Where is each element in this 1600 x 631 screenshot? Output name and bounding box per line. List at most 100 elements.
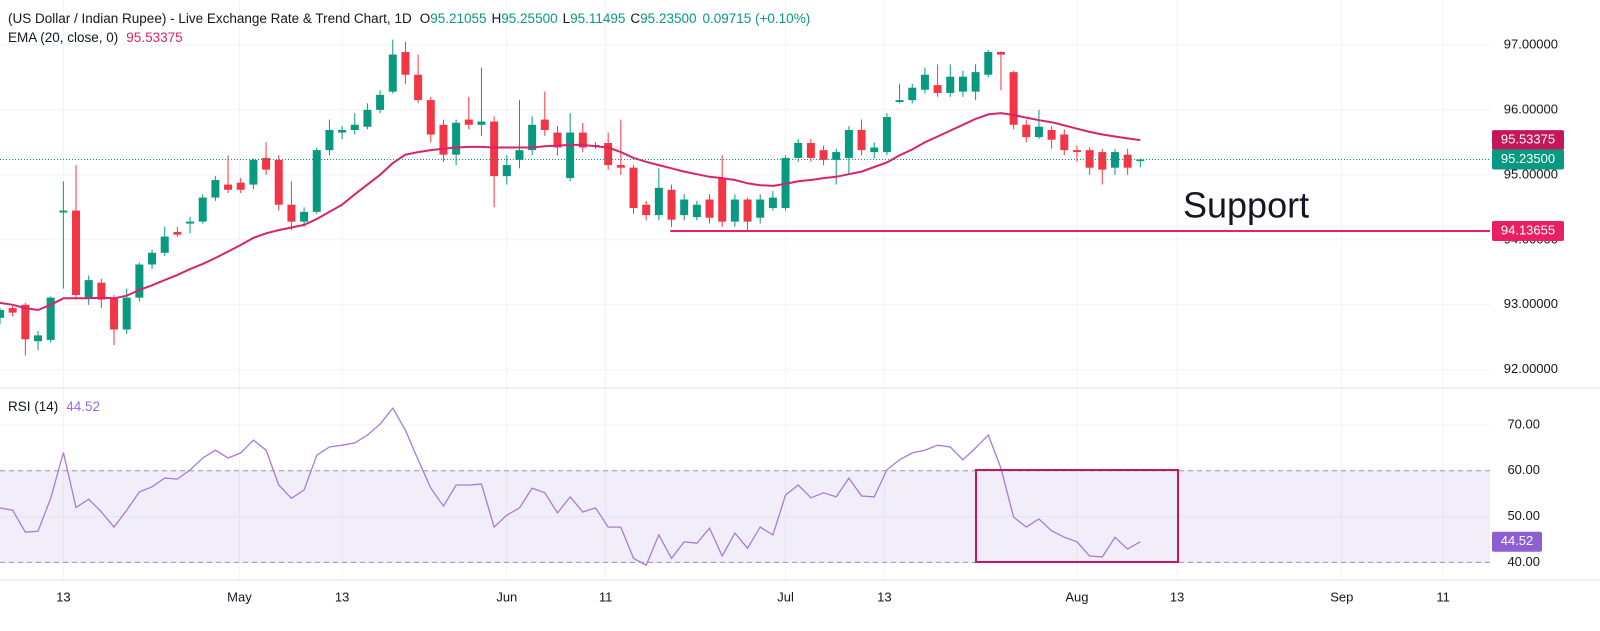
ema-name: EMA (20, close, 0) [8, 30, 118, 45]
candle-body [1098, 152, 1107, 170]
candle-body [819, 150, 828, 160]
price-tag-label: 95.53375 [1501, 132, 1555, 147]
candle-body [933, 85, 942, 93]
candle-body [958, 76, 967, 92]
candle-body [806, 142, 815, 158]
candle-body [857, 129, 866, 151]
x-tick-label: May [227, 589, 252, 604]
x-tick-label: 13 [56, 589, 70, 604]
candle-body [160, 236, 169, 253]
candle-body [895, 100, 904, 103]
x-tick-label: 13 [335, 589, 349, 604]
candle-body [756, 199, 765, 218]
candle-body [300, 211, 309, 222]
candle-body [464, 119, 473, 125]
candle-body [502, 165, 511, 177]
candle-body [832, 152, 841, 160]
candle-body [249, 159, 258, 185]
candle-body [1072, 150, 1081, 153]
candle-body [477, 121, 486, 125]
ohlc-change: 0.09715 (+0.10%) [702, 11, 810, 26]
y-tick-label: 50.00 [1507, 508, 1540, 523]
candle-body [616, 165, 625, 168]
candle-body [882, 116, 891, 153]
candle-body [946, 76, 955, 93]
candle-body [173, 232, 182, 235]
candle-body [439, 124, 448, 155]
candle-body [426, 100, 435, 135]
candle-body [135, 264, 144, 298]
candle-body [312, 150, 321, 212]
candle-body [870, 147, 879, 153]
candle-body [984, 51, 993, 75]
x-tick-label: Sep [1330, 589, 1353, 604]
y-tick-label: 40.00 [1507, 554, 1540, 569]
rsi-band [0, 470, 1490, 563]
candle-body [21, 304, 30, 340]
candle-body [1034, 126, 1043, 138]
y-tick-label: 92.00000 [1504, 361, 1558, 376]
candle-body [148, 252, 157, 265]
candle-body [452, 122, 461, 155]
y-tick-label: 97.00000 [1504, 36, 1558, 51]
candle-body [844, 129, 853, 158]
candle-body [274, 159, 283, 205]
x-tick-label: 11 [599, 589, 613, 604]
candle-body [629, 167, 638, 208]
candle-body [97, 282, 106, 300]
candle-body [186, 221, 195, 224]
candle-body [363, 109, 372, 127]
candle-body [528, 124, 537, 151]
candle-body [718, 178, 727, 222]
y-tick-label: 70.00 [1507, 416, 1540, 431]
candle-body [578, 132, 587, 148]
candle-body [1123, 154, 1132, 168]
highlight-box [975, 469, 1179, 563]
candle-body [350, 124, 359, 130]
candle-body [388, 54, 397, 92]
candle-body [84, 280, 93, 298]
candle-body [211, 180, 220, 198]
candle-body [1009, 72, 1018, 125]
ema-value: 95.53375 [126, 30, 182, 45]
candle-body [971, 72, 980, 92]
ohlc-value: 95.11495 [570, 11, 625, 26]
candle-body [768, 197, 777, 208]
candle-body [72, 210, 81, 296]
support-label: Support [1183, 185, 1309, 226]
candle-body [490, 121, 499, 177]
candle-body [1136, 159, 1145, 162]
candle-body [654, 187, 663, 216]
candle-body [920, 74, 929, 90]
price-tag-label: 94.13655 [1501, 222, 1555, 237]
candle-body [908, 87, 917, 101]
ohlc-key: O [420, 11, 431, 26]
ohlc-key: C [630, 11, 640, 26]
candle-body [414, 74, 423, 101]
x-tick-label: 11 [1436, 589, 1450, 604]
candle-body [34, 335, 43, 342]
price-tag-label: 44.52 [1501, 533, 1534, 548]
price-tag [1492, 220, 1564, 241]
y-tick-label: 95.00000 [1504, 166, 1558, 181]
price-tag-label: 95.23500 [1501, 151, 1555, 166]
candle-body [515, 150, 524, 160]
candle-body [122, 297, 131, 330]
candle-body [325, 129, 334, 151]
candle-body [1060, 134, 1069, 151]
candle-body [46, 297, 55, 340]
ohlc-value: 95.23500 [640, 11, 696, 26]
ema-legend: EMA (20, close, 0) 95.53375 [8, 30, 183, 45]
rsi-name: RSI (14) [8, 399, 58, 414]
candle-body [553, 132, 562, 148]
candle-body [8, 308, 17, 313]
rsi-legend: RSI (14) 44.52 [8, 399, 100, 414]
candle-body [692, 204, 701, 218]
y-tick-label: 93.00000 [1504, 296, 1558, 311]
candle-body [540, 119, 549, 130]
candle-body [401, 51, 410, 75]
x-tick-label: Jun [496, 589, 517, 604]
candle-body [287, 204, 296, 222]
